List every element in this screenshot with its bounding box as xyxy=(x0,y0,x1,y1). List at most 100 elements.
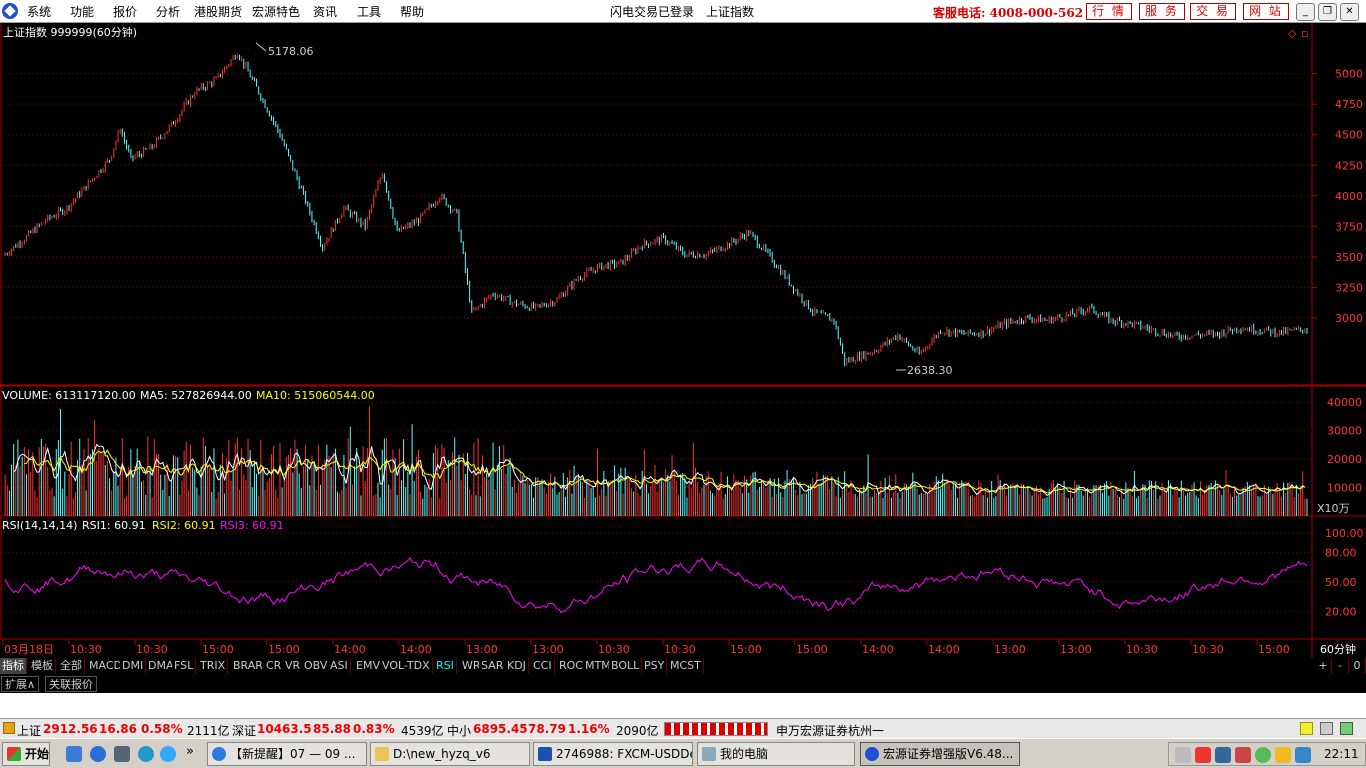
flag-icon[interactable] xyxy=(1195,747,1211,763)
rsi-tick-label: 80.00 xyxy=(1325,547,1357,560)
volume-tick-label: 10000 xyxy=(1327,482,1362,495)
task-hongyuan[interactable]: 宏源证券增强版V6.48... xyxy=(860,742,1020,766)
trade-button[interactable]: 交 易 xyxy=(1190,3,1236,20)
indicator-tab-cr[interactable]: CR xyxy=(264,658,285,674)
indicator-tab-rsi[interactable]: RSI xyxy=(434,658,457,674)
antivirus-icon[interactable] xyxy=(1255,747,1271,763)
related-quote-tab[interactable]: 关联报价 xyxy=(45,676,97,692)
indicator-tab-brar[interactable]: BRAR xyxy=(231,658,266,674)
connection-icon[interactable] xyxy=(1340,722,1353,735)
indicator-tab-vr[interactable]: VR xyxy=(283,658,304,674)
indicator-tab-sar[interactable]: SAR xyxy=(479,658,507,674)
indicator-tab-asi[interactable]: ASI xyxy=(328,658,351,674)
window-expand-icon[interactable]: ▫ xyxy=(1301,27,1308,40)
network-icon[interactable] xyxy=(1215,747,1231,763)
zx-name: 中小 xyxy=(447,724,472,738)
market-button[interactable]: 行 情 xyxy=(1086,3,1132,20)
time-label: 15:00 xyxy=(730,643,762,656)
zoom-out-button[interactable]: - xyxy=(1332,658,1349,674)
signal-icon[interactable] xyxy=(1320,722,1333,735)
website-button[interactable]: 网 站 xyxy=(1243,3,1289,20)
windows-logo-icon xyxy=(7,747,21,761)
period-label[interactable]: 60分钟 xyxy=(1320,642,1356,656)
zoom-in-button[interactable]: + xyxy=(1315,658,1332,674)
menu-function[interactable]: 功能 xyxy=(70,5,95,19)
task-forum[interactable]: 【新提醒】07 — 09 ... xyxy=(207,742,367,766)
kline-chart[interactable]: 5000 4750 4500 4250 4000 3750 3500 3250 3000 4000… xyxy=(0,23,1366,658)
menu-help[interactable]: 帮助 xyxy=(400,5,425,19)
desktop-icon[interactable] xyxy=(66,746,82,762)
time-label: 15:00 xyxy=(268,643,300,656)
price-tick-label: 4750 xyxy=(1335,98,1363,111)
volume-ma10-line xyxy=(24,449,1306,494)
indicator-tab-模板[interactable]: 模板 xyxy=(29,658,56,674)
taskbar: 开始 » 【新提醒】07 — 09 ... D:\new_hyzq_v6 274… xyxy=(0,738,1366,768)
price-tick-label: 4000 xyxy=(1335,190,1363,203)
time-label: 15:00 xyxy=(1258,643,1290,656)
speaker-icon[interactable] xyxy=(1235,747,1251,763)
price-tick-label: 4500 xyxy=(1335,129,1363,142)
menu-hongyuan[interactable]: 宏源特色 xyxy=(252,5,301,19)
browser-icon[interactable] xyxy=(138,746,154,762)
indicator-tab-trix[interactable]: TRIX xyxy=(198,658,229,674)
volume-ma5-line xyxy=(13,443,1305,496)
menu-system[interactable]: 系统 xyxy=(27,5,52,19)
indicator-tab-emv[interactable]: EMV xyxy=(354,658,383,674)
market-strength-bar xyxy=(664,722,768,736)
reset-button[interactable]: 0 xyxy=(1349,658,1366,674)
expand-tab[interactable]: 扩展∧ xyxy=(1,676,40,692)
ie-icon[interactable] xyxy=(90,746,106,762)
task-fxcm[interactable]: 2746988: FXCM-USDDe... xyxy=(533,742,693,766)
sh-value: 2912.56 xyxy=(43,722,98,736)
indicator-tab-boll[interactable]: BOLL xyxy=(609,658,643,674)
diamond-icon[interactable]: ◇ xyxy=(1288,27,1297,40)
indicator-tab-vol-tdx[interactable]: VOL-TDX xyxy=(380,658,433,674)
axis-ticks: 5000 4750 4500 4250 4000 3750 3500 3250 3000 4000… xyxy=(1312,68,1364,618)
indicator-tab-cci[interactable]: CCI xyxy=(531,658,555,674)
time-label: 13:00 xyxy=(1060,643,1092,656)
indicator-tab-wr[interactable]: WR xyxy=(460,658,484,674)
time-axis: 03月18日 10:30 10:30 15:00 15:00 14:00 14:00 13:0… xyxy=(2,639,1290,656)
volume-tick-label: 30000 xyxy=(1327,425,1362,438)
menu-tools[interactable]: 工具 xyxy=(357,5,382,19)
task-my-computer[interactable]: 我的电脑 xyxy=(697,742,855,766)
rsi2-legend: RSI2: 60.91 xyxy=(152,519,216,532)
update-icon[interactable] xyxy=(1275,747,1291,763)
app-logo-icon xyxy=(2,3,18,19)
search-icon[interactable] xyxy=(160,746,176,762)
close-icon[interactable]: ✕ xyxy=(1340,3,1359,21)
indicator-tab-dmi[interactable]: DMI xyxy=(120,658,147,674)
notify-icon[interactable] xyxy=(1300,722,1313,735)
restore-icon[interactable]: ❐ xyxy=(1318,3,1337,21)
keyboard-icon[interactable] xyxy=(1175,747,1191,763)
more-icon[interactable]: » xyxy=(186,744,194,759)
zx-amount: 2090亿 xyxy=(616,724,659,738)
time-label: 14:00 xyxy=(862,643,894,656)
time-label: 10:30 xyxy=(1126,643,1158,656)
indicator-tab-psy[interactable]: PSY xyxy=(642,658,668,674)
indicator-tab-fsl[interactable]: FSL xyxy=(172,658,197,674)
indicator-tab-全部[interactable]: 全部 xyxy=(58,658,85,674)
chart-area[interactable]: 5000 4750 4500 4250 4000 3750 3500 3250 3000 4000… xyxy=(0,23,1366,658)
menu-analysis[interactable]: 分析 xyxy=(156,5,181,19)
menu-quote[interactable]: 报价 xyxy=(113,5,138,19)
indicator-tab-mtm[interactable]: MTM xyxy=(583,658,614,674)
sz-value: 10463.5 xyxy=(257,722,312,736)
indicator-tab-指标[interactable]: 指标 xyxy=(0,658,27,674)
menu-info[interactable]: 资讯 xyxy=(313,5,338,19)
volume-ma-lines xyxy=(13,443,1306,496)
trade-login-status[interactable]: 闪电交易已登录 xyxy=(610,5,695,19)
task-folder[interactable]: D:\new_hyzq_v6 xyxy=(370,742,530,766)
menu-hk-futures[interactable]: 港股期货 xyxy=(194,5,243,19)
indicator-tab-kdj[interactable]: KDJ xyxy=(505,658,529,674)
start-button[interactable]: 开始 xyxy=(2,742,50,766)
window-icon[interactable] xyxy=(114,746,130,762)
status-icon[interactable] xyxy=(3,722,15,734)
indicator-tab-obv[interactable]: OBV xyxy=(302,658,331,674)
indicator-tab-roc[interactable]: ROC xyxy=(557,658,586,674)
shield-icon[interactable] xyxy=(1295,747,1311,763)
minimize-icon[interactable]: _ xyxy=(1296,3,1315,21)
rsi-line xyxy=(4,556,1308,614)
indicator-tab-mcst[interactable]: MCST xyxy=(668,658,704,674)
service-button[interactable]: 服 务 xyxy=(1139,3,1185,20)
